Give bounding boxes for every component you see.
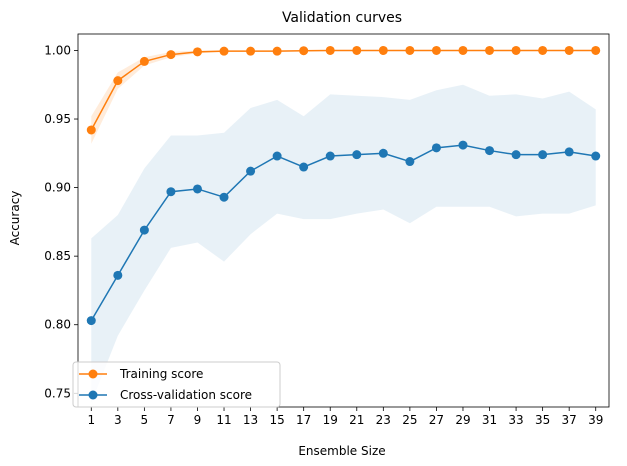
data-point-training [86, 125, 96, 135]
data-point-cross-validation [139, 225, 149, 235]
data-point-training [564, 45, 574, 55]
x-tick-label: 39 [588, 413, 603, 427]
data-point-cross-validation [166, 187, 176, 197]
x-tick-label: 31 [482, 413, 497, 427]
x-tick-label: 7 [167, 413, 175, 427]
x-axis-label: Ensemble Size [298, 444, 385, 458]
y-tick-label: 1.00 [44, 43, 71, 57]
legend: Training score Cross-validation score [72, 361, 281, 408]
x-tick-label: 35 [535, 413, 550, 427]
x-tick-label: 5 [141, 413, 149, 427]
x-tick-label: 37 [562, 413, 577, 427]
data-point-training [378, 45, 388, 55]
x-tick-label: 33 [508, 413, 523, 427]
x-tick-label: 25 [402, 413, 417, 427]
y-tick-label: 0.90 [44, 181, 71, 195]
y-axis-label: Accuracy [8, 191, 22, 246]
data-point-training [192, 47, 202, 57]
x-tick-label: 3 [114, 413, 122, 427]
y-tick-label: 0.85 [44, 249, 71, 263]
data-point-training [511, 45, 521, 55]
data-point-training [166, 50, 176, 60]
data-point-cross-validation [378, 148, 388, 158]
data-point-cross-validation [564, 147, 574, 157]
y-tick-label: 0.95 [44, 112, 71, 126]
y-tick-label: 0.75 [44, 386, 71, 400]
data-point-cross-validation [591, 151, 601, 161]
data-point-training [405, 45, 415, 55]
legend-box [72, 361, 281, 408]
chart-title: Validation curves [282, 10, 402, 26]
data-point-cross-validation [431, 143, 441, 153]
data-point-cross-validation [511, 150, 521, 160]
y-tick-label: 0.80 [44, 318, 71, 332]
x-tick-label: 27 [429, 413, 444, 427]
x-tick-label: 1 [87, 413, 95, 427]
x-tick-label: 11 [216, 413, 231, 427]
data-point-training [139, 56, 149, 66]
data-point-training [272, 46, 282, 56]
plot-frame [77, 33, 610, 408]
data-point-training [458, 45, 468, 55]
data-point-cross-validation [405, 157, 415, 167]
data-point-training [325, 45, 335, 55]
plot-area: 1 3 5 7 9 11 13 15 17 19 21 23 25 27 29 31 33 35 37 390.750… [44, 33, 610, 427]
data-point-cross-validation [246, 166, 256, 176]
data-point-cross-validation [299, 162, 309, 172]
data-point-training [299, 46, 309, 56]
legend-label-cross-validation: Cross-validation score [120, 388, 252, 402]
data-point-training [538, 45, 548, 55]
data-point-training [219, 46, 229, 56]
x-tick-label: 23 [376, 413, 391, 427]
x-tick-label: 13 [243, 413, 258, 427]
data-point-training [485, 45, 495, 55]
data-point-cross-validation [113, 270, 123, 280]
x-tick-label: 29 [455, 413, 470, 427]
data-point-cross-validation [219, 192, 229, 202]
data-point-cross-validation [485, 146, 495, 156]
data-point-cross-validation [538, 150, 548, 160]
data-point-cross-validation [325, 151, 335, 161]
data-point-training [591, 45, 601, 55]
data-point-cross-validation [192, 184, 202, 194]
x-tick-label: 17 [296, 413, 311, 427]
legend-label-training: Training score [119, 367, 203, 381]
legend-marker-training [88, 369, 98, 379]
data-point-cross-validation [458, 140, 468, 150]
data-point-training [246, 46, 256, 56]
data-point-training [113, 76, 123, 86]
data-point-training [352, 45, 362, 55]
data-point-training [431, 45, 441, 55]
x-tick-label: 9 [194, 413, 202, 427]
x-tick-label: 21 [349, 413, 364, 427]
data-point-cross-validation [272, 151, 282, 161]
confidence-band-cross-validation [91, 84, 596, 403]
x-tick-label: 19 [323, 413, 338, 427]
legend-marker-cross-validation [88, 390, 98, 400]
x-tick-label: 15 [269, 413, 284, 427]
data-point-cross-validation [352, 150, 362, 160]
data-point-cross-validation [86, 316, 96, 326]
